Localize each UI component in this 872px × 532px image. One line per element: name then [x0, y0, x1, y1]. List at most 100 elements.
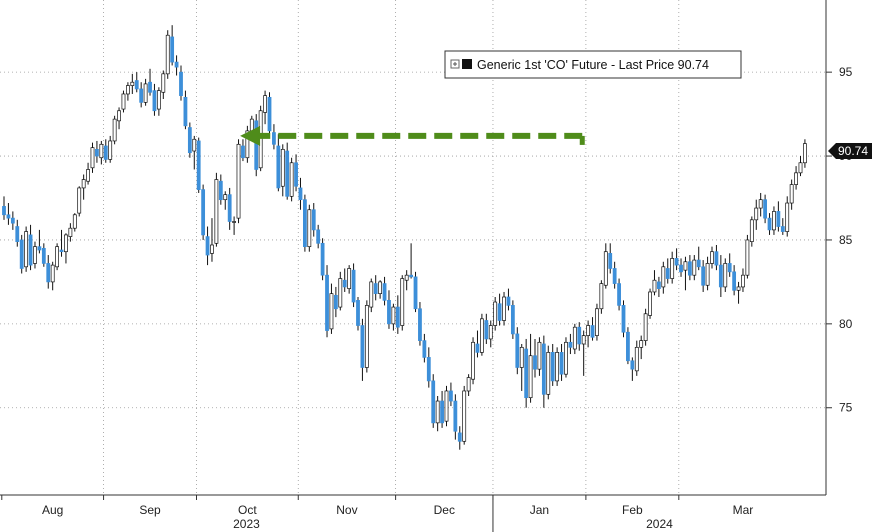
candle-down [6, 214, 11, 219]
candle-down [449, 390, 453, 402]
candle-down [457, 432, 462, 442]
candle-up [338, 278, 343, 308]
candle-down [303, 199, 307, 248]
candle-down [590, 325, 595, 338]
candle-down [267, 96, 272, 132]
candle-up [369, 281, 374, 308]
candle-down [696, 259, 701, 268]
candle-up [378, 281, 383, 294]
candle-up [55, 246, 59, 268]
y-tick-label: 85 [839, 233, 853, 247]
y-tick-label: 75 [839, 401, 853, 415]
candle-up [528, 355, 533, 399]
candle-up [670, 258, 675, 279]
candle-down [170, 36, 175, 63]
legend-box [444, 50, 742, 79]
candle-up [165, 34, 170, 75]
candle-up [648, 291, 652, 316]
candle-down [205, 236, 210, 256]
candle-up [692, 259, 697, 276]
candle-up [586, 325, 590, 336]
candle-down [395, 306, 400, 328]
candle-down [665, 268, 670, 279]
candle-down [360, 325, 365, 368]
candle-up [754, 207, 759, 221]
candle-up [112, 118, 117, 142]
candle-down [152, 90, 157, 112]
candle-up [214, 179, 219, 244]
candle-up [462, 390, 467, 442]
candle-down [515, 333, 520, 368]
candle-up [798, 162, 803, 174]
candle-up [493, 301, 498, 326]
candle-up [68, 227, 73, 237]
year-label: 2023 [233, 517, 260, 531]
candle-down [201, 189, 206, 236]
candle-up [661, 266, 666, 288]
candle-down [626, 331, 630, 362]
last-price-tag-shape [828, 143, 872, 159]
candle-up [564, 341, 568, 375]
candle-down [718, 264, 723, 288]
candle-down [409, 274, 413, 278]
candle-up [639, 340, 644, 348]
candle-up [125, 85, 130, 95]
candle-up [785, 202, 790, 232]
candle-up [599, 283, 604, 310]
candle-down [294, 162, 298, 187]
candle-up [803, 143, 807, 164]
y-tick-label: 95 [839, 65, 853, 79]
candle-up [391, 306, 396, 325]
candle-down [382, 283, 387, 301]
candle-down [28, 234, 33, 266]
candle-down [497, 303, 502, 321]
candle-up [236, 143, 241, 219]
candle-down [608, 253, 613, 269]
candle-down [311, 209, 316, 231]
candle-up [130, 81, 135, 86]
candle-down [174, 61, 179, 68]
candle-up [156, 90, 161, 110]
candle-up [741, 274, 745, 288]
candle-down [41, 247, 46, 264]
candle-down [179, 71, 183, 96]
candle-down [387, 300, 391, 325]
candle-down [484, 320, 489, 340]
candle-down [298, 187, 303, 201]
candle-up [192, 138, 197, 152]
candle-down [351, 269, 356, 303]
candle-down [46, 263, 51, 283]
candle-down [440, 400, 444, 424]
candle-down [10, 217, 15, 224]
candle-up [90, 147, 95, 169]
candle-down [559, 352, 564, 375]
candle-down [276, 145, 281, 189]
x-month-label: Sep [139, 503, 161, 517]
candle-down [95, 148, 99, 157]
candle-down [227, 194, 232, 222]
candle-down [431, 380, 436, 424]
candle-up [480, 318, 484, 353]
candle-down [15, 226, 20, 242]
candle-down [776, 211, 781, 227]
x-month-label: Nov [336, 503, 357, 517]
candle-up [710, 251, 714, 264]
candle-down [701, 266, 706, 286]
candle-up [652, 279, 657, 293]
candle-up [723, 263, 728, 288]
candle-up [81, 179, 86, 189]
candle-down [617, 283, 621, 306]
candle-up [121, 93, 126, 110]
candle-up [161, 73, 166, 93]
candle-down [630, 360, 635, 370]
candle-down [656, 281, 661, 289]
candles [2, 25, 807, 450]
candle-down [763, 199, 767, 219]
candle-up [546, 352, 551, 395]
candle-up [595, 308, 599, 336]
legend: Generic 1st 'CO' Future - Last Price 90.… [444, 50, 742, 79]
candle-up [400, 278, 405, 326]
candle-down [241, 145, 245, 159]
candle-up [749, 219, 754, 242]
